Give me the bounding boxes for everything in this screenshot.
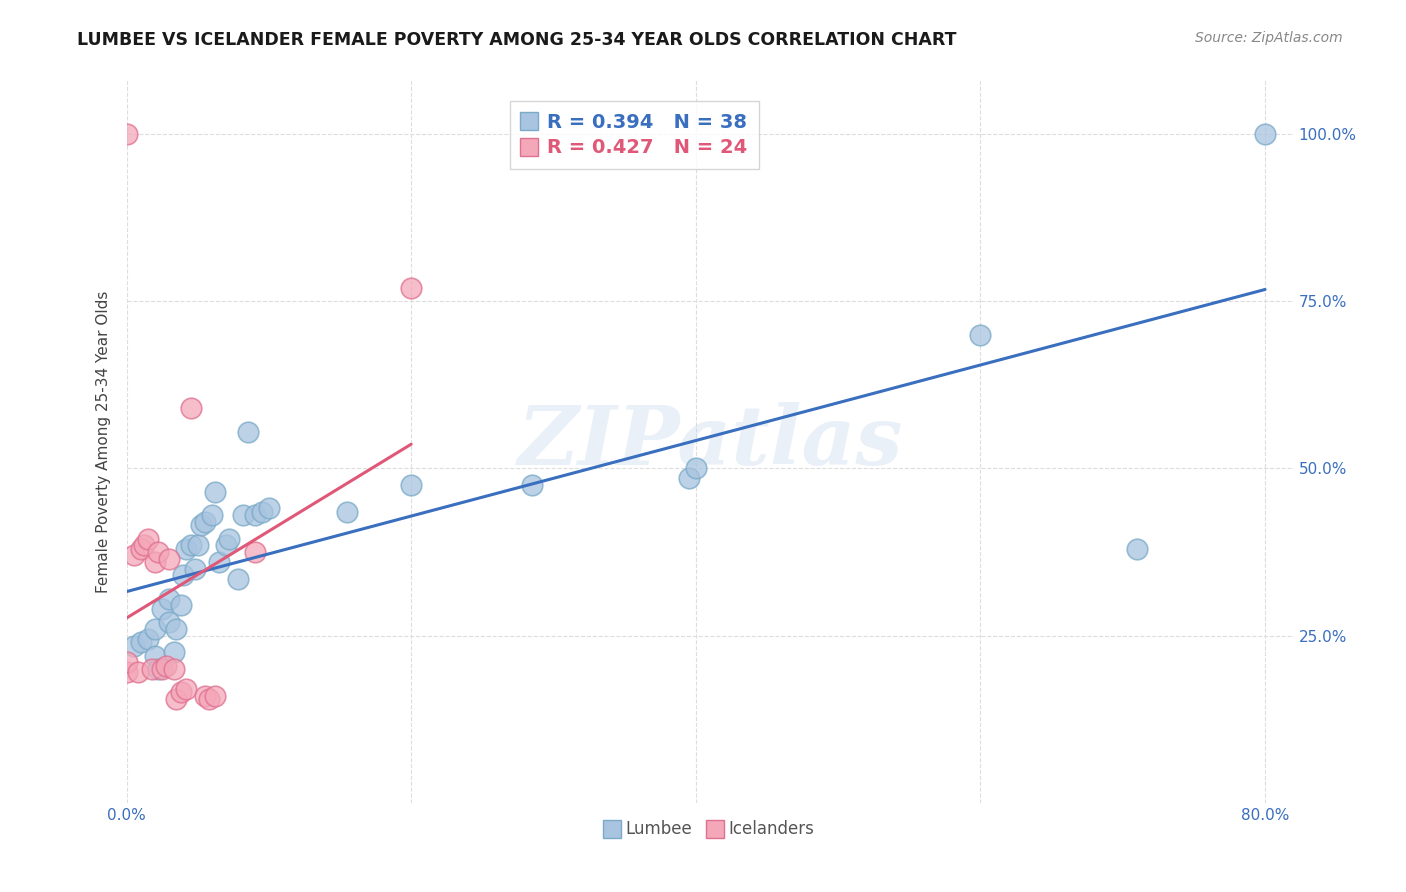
Point	[218, 532, 240, 546]
Point	[232, 508, 254, 523]
Point	[678, 471, 700, 485]
Point	[243, 508, 266, 523]
Point	[162, 645, 184, 659]
Point	[208, 555, 231, 569]
Point	[169, 685, 191, 699]
Point	[243, 545, 266, 559]
Point	[180, 401, 202, 416]
Point	[150, 602, 173, 616]
Point	[115, 655, 138, 669]
Point	[169, 599, 191, 613]
Point	[399, 478, 422, 492]
Point	[969, 327, 991, 342]
Point	[129, 541, 152, 556]
Point	[194, 689, 217, 703]
Point	[165, 692, 187, 706]
Point	[132, 538, 155, 552]
Point	[136, 532, 159, 546]
Point	[201, 508, 224, 523]
Point	[204, 484, 226, 499]
Point	[198, 692, 221, 706]
Point	[204, 689, 226, 703]
Legend: Lumbee, Icelanders: Lumbee, Icelanders	[599, 814, 821, 845]
Point	[176, 681, 198, 696]
Point	[194, 515, 217, 529]
Text: Source: ZipAtlas.com: Source: ZipAtlas.com	[1195, 31, 1343, 45]
Y-axis label: Female Poverty Among 25-34 Year Olds: Female Poverty Among 25-34 Year Olds	[96, 291, 111, 592]
Point	[215, 538, 238, 552]
Point	[157, 591, 180, 606]
Point	[127, 665, 149, 680]
Point	[172, 568, 194, 582]
Point	[143, 622, 166, 636]
Point	[129, 635, 152, 649]
Point	[122, 548, 145, 563]
Point	[143, 555, 166, 569]
Point	[157, 615, 180, 630]
Point	[143, 648, 166, 663]
Text: LUMBEE VS ICELANDER FEMALE POVERTY AMONG 25-34 YEAR OLDS CORRELATION CHART: LUMBEE VS ICELANDER FEMALE POVERTY AMONG…	[77, 31, 957, 49]
Point	[122, 639, 145, 653]
Point	[115, 127, 138, 141]
Point	[115, 665, 138, 680]
Point	[146, 662, 169, 676]
Point	[257, 501, 280, 516]
Point	[150, 662, 173, 676]
Point	[226, 572, 249, 586]
Point	[190, 518, 212, 533]
Point	[187, 538, 209, 552]
Point	[176, 541, 198, 556]
Point	[146, 545, 169, 559]
Point	[336, 505, 359, 519]
Point	[250, 505, 273, 519]
Point	[180, 538, 202, 552]
Point	[136, 632, 159, 646]
Point	[1126, 541, 1149, 556]
Point	[399, 281, 422, 295]
Point	[141, 662, 163, 676]
Point	[155, 658, 177, 673]
Point	[184, 562, 207, 576]
Point	[685, 461, 707, 475]
Point	[236, 425, 259, 439]
Point	[157, 551, 180, 566]
Point	[165, 622, 187, 636]
Text: ZIPatlas: ZIPatlas	[517, 401, 903, 482]
Point	[520, 478, 543, 492]
Point	[162, 662, 184, 676]
Point	[1254, 127, 1277, 141]
